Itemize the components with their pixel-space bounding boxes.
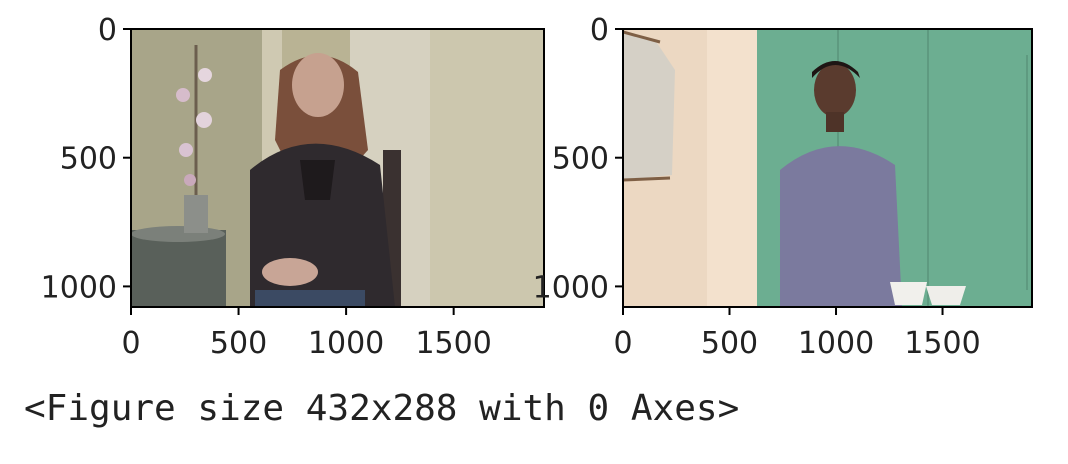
x-tick-label: 0 xyxy=(121,326,140,361)
x-tick-label: 1500 xyxy=(904,326,980,361)
x-tick-label: 1000 xyxy=(308,326,384,361)
x-tick-label: 500 xyxy=(701,326,758,361)
image-panel-2 xyxy=(623,29,1032,307)
x-tick-label: 0 xyxy=(613,326,632,361)
image-panel-1 xyxy=(131,29,544,307)
y-tick-label: 1000 xyxy=(533,270,609,305)
axes-frame-1 xyxy=(130,28,545,308)
y-tick-label: 500 xyxy=(60,142,117,177)
x-tick-label: 1500 xyxy=(415,326,491,361)
y-tick-label: 500 xyxy=(552,142,609,177)
y-tick-label: 1000 xyxy=(41,270,117,305)
x-tick-label: 500 xyxy=(210,326,267,361)
figure-caption: <Figure size 432x288 with 0 Axes> xyxy=(24,388,740,429)
y-tick-label: 0 xyxy=(98,13,117,48)
y-tick-label: 0 xyxy=(590,13,609,48)
axes-frame-2 xyxy=(622,28,1033,308)
x-tick-label: 1000 xyxy=(798,326,874,361)
